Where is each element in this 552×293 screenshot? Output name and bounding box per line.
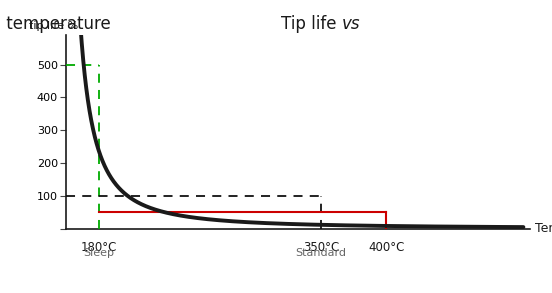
Text: tip life %: tip life % [29, 21, 78, 31]
Text: Standard: Standard [295, 248, 347, 258]
Text: vs: vs [342, 15, 361, 33]
Text: 400°C: 400°C [368, 241, 405, 254]
Text: Temp: Temp [534, 222, 552, 235]
Text: Sleep: Sleep [83, 248, 114, 258]
Text: 180°C: 180°C [81, 241, 117, 254]
Text: temperature: temperature [1, 15, 110, 33]
Text: 350°C: 350°C [303, 241, 339, 254]
Text: Tip life: Tip life [282, 15, 342, 33]
